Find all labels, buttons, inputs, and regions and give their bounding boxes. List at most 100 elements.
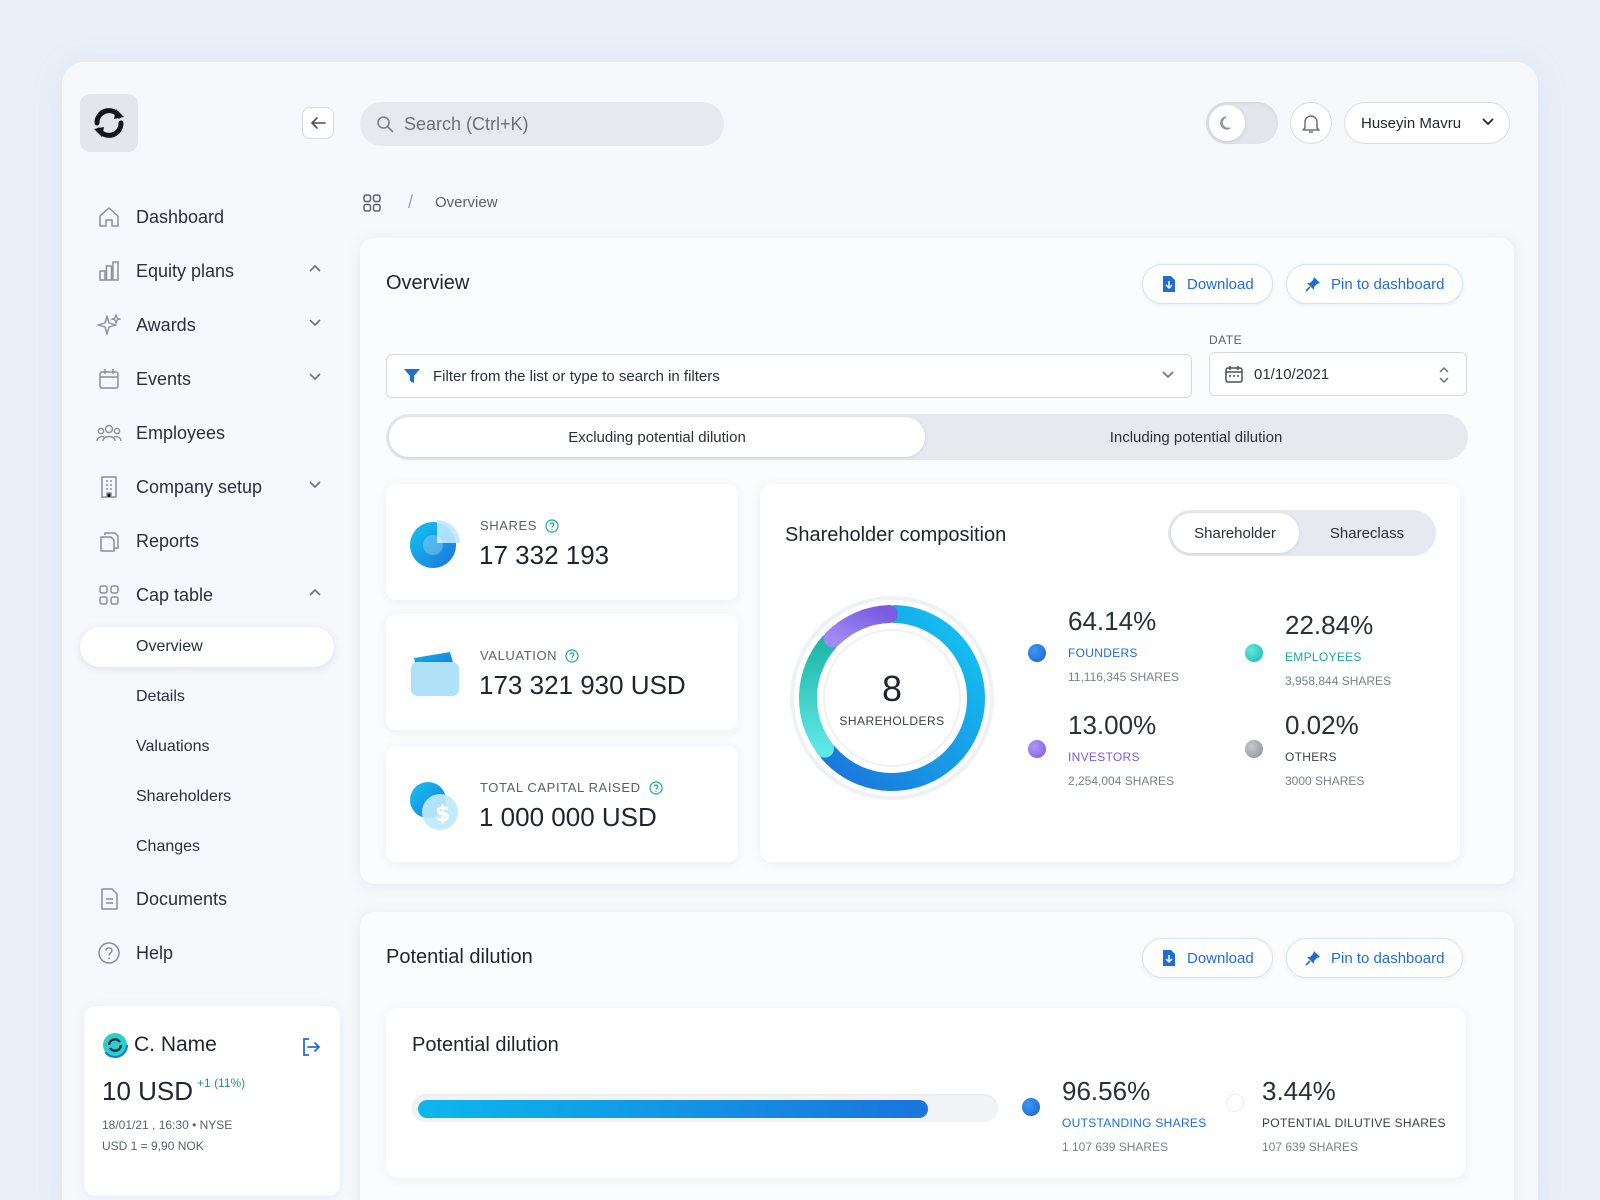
tab-shareclass[interactable]: Shareclass — [1329, 524, 1405, 542]
sidebar-item-label: Events — [136, 368, 192, 389]
chevron-down-icon — [309, 373, 321, 381]
sidebar-subitem-changes[interactable]: Changes — [136, 838, 201, 855]
pie-chart-icon — [410, 520, 460, 568]
valuation-label: VALUATION — [480, 648, 579, 663]
chevron-down-icon — [309, 481, 321, 489]
sidebar-subitem-overview[interactable]: Overview — [80, 627, 334, 667]
legend-dot — [1022, 1098, 1040, 1116]
price-delta: +1 (11%) — [197, 1076, 246, 1090]
shareholder-count: 8 — [881, 668, 903, 709]
sidebar-item-documents[interactable]: Documents — [80, 872, 340, 926]
bar-chart-icon — [96, 258, 122, 284]
stepper-icon[interactable] — [1438, 365, 1450, 385]
user-menu-button[interactable]: Huseyin Mavru — [1344, 102, 1510, 144]
legend-percent: 96.56% — [1062, 1076, 1151, 1106]
sidebar-item-help[interactable]: Help — [80, 926, 340, 980]
sidebar-item-label: Equity plans — [136, 260, 235, 281]
sidebar-item-label: Employees — [136, 422, 226, 443]
capital-raised-label: TOTAL CAPITAL RAISED — [480, 780, 663, 795]
app-logo[interactable] — [80, 94, 138, 152]
sync-logo-icon — [94, 108, 124, 138]
date-picker[interactable]: 01/10/2021 — [1209, 352, 1467, 396]
filter-placeholder: Filter from the list or type to search i… — [433, 367, 720, 385]
sidebar-item-awards[interactable]: Awards — [80, 298, 340, 352]
tab-excluding-dilution[interactable]: Excluding potential dilution — [389, 417, 925, 457]
legend-dot — [1245, 644, 1263, 662]
filter-input[interactable]: Filter from the list or type to search i… — [386, 354, 1192, 398]
composition-toggle: Shareholder Shareclass — [1168, 510, 1436, 556]
sidebar-nav: Dashboard Equity plans Awards Events — [80, 190, 340, 980]
grid-icon — [96, 582, 122, 608]
chevron-down-icon — [309, 319, 321, 327]
tab-shareholder[interactable]: Shareholder — [1171, 513, 1299, 553]
stock-price: 10 USD +1 (11%) — [102, 1076, 246, 1106]
user-name: Huseyin Mavru — [1361, 114, 1462, 132]
document-icon — [96, 886, 122, 912]
sidebar-item-equity-plans[interactable]: Equity plans — [80, 244, 340, 298]
donut-center: 8 SHAREHOLDERS — [782, 588, 1002, 808]
company-name: C. Name — [102, 1032, 322, 1058]
help-icon[interactable] — [648, 780, 663, 795]
dilution-toggle: Excluding potential dilution Including p… — [386, 414, 1468, 460]
shares-card: SHARES 17 332 193 — [386, 484, 738, 600]
shareholder-composition-card: Shareholder composition Shareholder Shar… — [760, 484, 1460, 862]
composition-donut-chart — [790, 596, 994, 800]
pin-to-dashboard-button[interactable]: Pin to dashboard — [1286, 264, 1464, 304]
theme-knob — [1209, 105, 1245, 141]
help-icon[interactable] — [545, 518, 559, 533]
svg-text:$: $ — [435, 802, 450, 827]
capital-raised-card: $ TOTAL CAPITAL RAISED 1 000 000 USD — [386, 746, 738, 862]
app-frame: Dashboard Equity plans Awards Events — [62, 62, 1538, 1200]
logout-icon[interactable] — [300, 1036, 322, 1058]
sidebar-subitem-shareholders[interactable]: Shareholders — [136, 788, 232, 805]
download-icon — [1163, 950, 1175, 966]
dilution-progress-bar — [412, 1094, 998, 1122]
shareholder-count-label: SHAREHOLDERS — [839, 714, 945, 728]
legend-dot — [1028, 644, 1046, 662]
download-button[interactable]: Download — [1142, 264, 1273, 304]
legend-category: INVESTORS — [1068, 750, 1140, 764]
copy-icon — [96, 528, 122, 554]
sidebar-item-label: Reports — [136, 530, 200, 551]
legend-percent: 13.00% — [1068, 710, 1157, 740]
chevron-down-icon — [1482, 118, 1494, 126]
people-icon — [96, 420, 122, 446]
search-input[interactable]: Search (Ctrl+K) — [360, 102, 724, 146]
shares-label: SHARES — [480, 518, 559, 533]
legend-dot — [1245, 740, 1263, 758]
building-icon — [96, 474, 122, 500]
help-icon — [96, 940, 122, 966]
sidebar-subitem-valuations[interactable]: Valuations — [136, 738, 210, 755]
legend-shares: 107 639 SHARES — [1262, 1140, 1359, 1154]
sidebar-item-employees[interactable]: Employees — [80, 406, 340, 460]
date-label: DATE — [1209, 333, 1243, 347]
legend-percent: 3.44% — [1262, 1076, 1336, 1106]
pin-to-dashboard-button[interactable]: Pin to dashboard — [1286, 938, 1464, 978]
grid-icon[interactable] — [362, 193, 382, 213]
sidebar-item-label: Help — [136, 942, 174, 963]
donut-segment-investors — [823, 605, 898, 648]
valuation-card: VALUATION 173 321 930 USD — [386, 614, 738, 730]
sidebar-item-events[interactable]: Events — [80, 352, 340, 406]
sidebar-item-cap-table[interactable]: Cap table — [80, 568, 340, 622]
sidebar-item-label: Awards — [136, 314, 196, 335]
shares-value: 17 332 193 — [479, 540, 610, 570]
dilution-progress-fill — [418, 1100, 928, 1118]
sidebar-item-company-setup[interactable]: Company setup — [80, 460, 340, 514]
tab-including-dilution[interactable]: Including potential dilution — [1109, 428, 1283, 446]
notifications-button[interactable] — [1290, 102, 1332, 144]
breadcrumb: / Overview — [362, 192, 498, 213]
legend-shares: 11,116,345 SHARES — [1068, 670, 1179, 684]
theme-toggle[interactable] — [1206, 102, 1278, 144]
overview-panel: Overview Download Pin to dashboard DATE … — [360, 238, 1514, 884]
download-button[interactable]: Download — [1142, 938, 1273, 978]
sidebar-subitem-details[interactable]: Details — [136, 688, 185, 705]
legend-shares: 1 107 639 SHARES — [1062, 1140, 1169, 1154]
sidebar-item-dashboard[interactable]: Dashboard — [80, 190, 340, 244]
sparkle-icon — [96, 312, 122, 338]
dilution-card-title: Potential dilution — [412, 1034, 559, 1056]
legend-shares: 2,254,004 SHARES — [1068, 774, 1175, 788]
sidebar-item-reports[interactable]: Reports — [80, 514, 340, 568]
help-icon[interactable] — [565, 648, 579, 663]
collapse-sidebar-button[interactable] — [302, 107, 334, 139]
